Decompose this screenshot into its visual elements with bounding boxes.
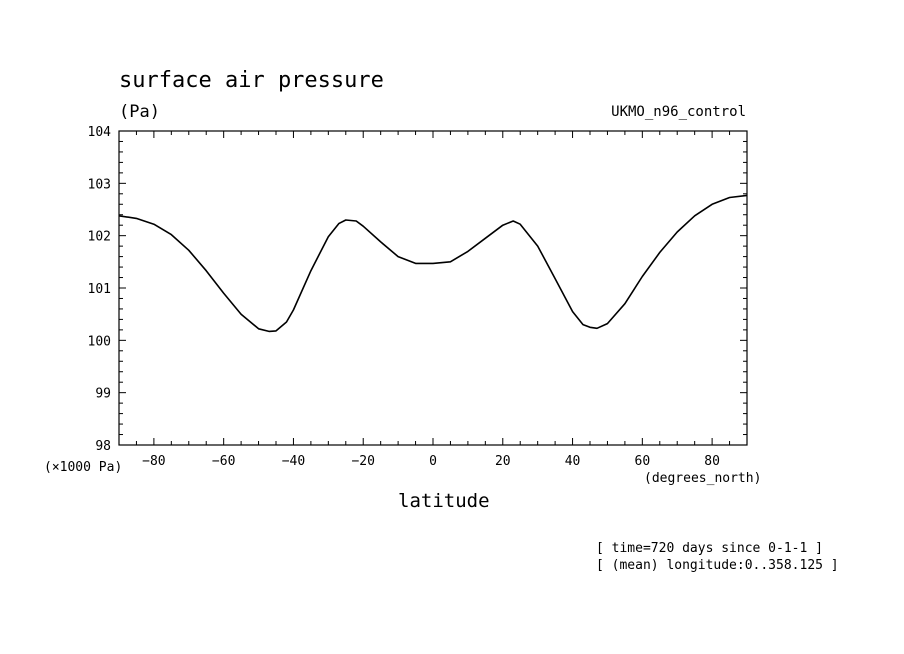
x-tick-label: −20 (351, 454, 374, 469)
y-tick-label: 101 (88, 282, 111, 297)
series-line (118, 194, 748, 333)
y-scale-label: (×1000 Pa) (44, 460, 123, 475)
x-tick-label: 20 (495, 454, 511, 469)
x-tick-label: −40 (282, 454, 305, 469)
plot-frame (118, 130, 748, 446)
axis-ticks (118, 130, 748, 446)
chart-units-label: (Pa) (119, 102, 160, 122)
y-tick-label: 103 (88, 177, 111, 192)
y-tick-label: 98 (95, 439, 111, 454)
x-tick-label: 80 (704, 454, 720, 469)
x-tick-label: −60 (212, 454, 235, 469)
y-tick-label: 104 (88, 125, 112, 140)
y-tick-label: 99 (95, 387, 111, 402)
x-tick-label: 60 (635, 454, 651, 469)
annotation-time: [ time=720 days since 0-1-1 ] (596, 541, 823, 556)
x-units-label: (degrees_north) (644, 471, 762, 486)
y-tick-label: 102 (88, 230, 111, 245)
chart-title: surface air pressure (119, 68, 384, 93)
x-tick-label: 40 (565, 454, 581, 469)
annotation-longitude: [ (mean) longitude:0..358.125 ] (596, 558, 839, 573)
axis-tick-labels: −80 −60 −40 −20 0 20 40 60 80 98 99 100 101 102 103 104 (88, 125, 720, 469)
x-tick-label: −80 (142, 454, 165, 469)
x-tick-label: 0 (429, 454, 437, 469)
model-label: UKMO_n96_control (611, 104, 746, 120)
x-axis-label: latitude (398, 490, 490, 512)
y-tick-label: 100 (88, 334, 111, 349)
